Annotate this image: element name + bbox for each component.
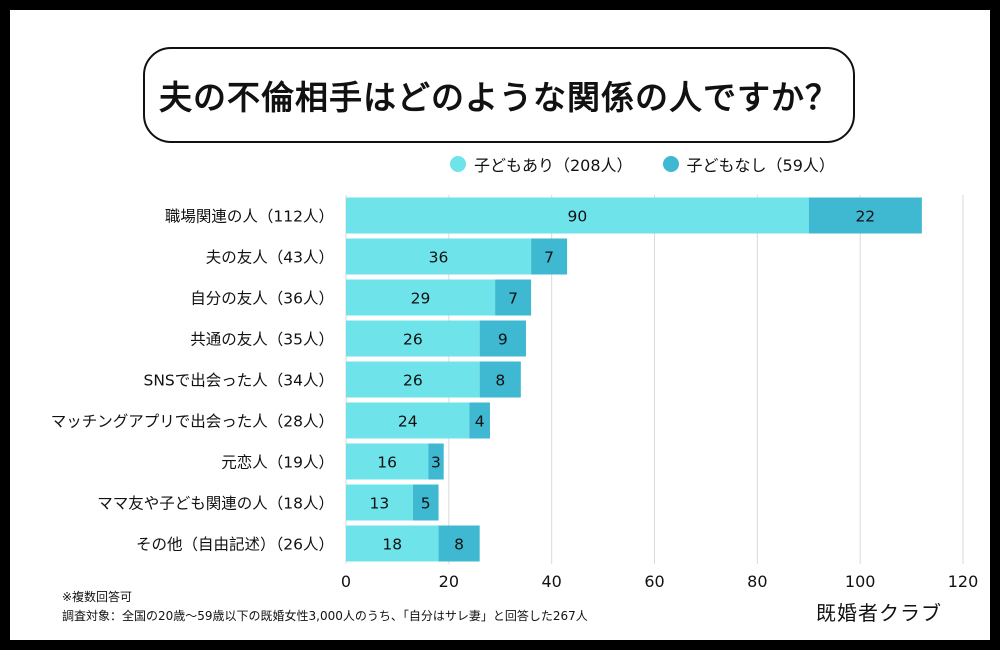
bar-segment (346, 402, 470, 439)
data-label: 3 (431, 454, 441, 472)
chart-title: 夫の不倫相手はどのような関係の人ですか？ (159, 78, 839, 117)
x-tick-label: 120 (948, 572, 979, 591)
bar-segment (495, 279, 532, 316)
legend-swatch-with-children (450, 156, 466, 172)
bar-segment (346, 525, 439, 562)
bar-segment (438, 525, 480, 562)
category-label: マッチングアプリで出会った人（28人） (51, 413, 334, 431)
category-label: 共通の友人（35人） (190, 331, 334, 349)
legend: 子どもあり（208人） 子どもなし（59人） (450, 152, 835, 176)
data-label: 7 (508, 290, 518, 308)
bar-segment (346, 279, 496, 316)
data-label: 7 (544, 249, 554, 267)
data-label: 5 (421, 495, 431, 513)
bar-segment (346, 361, 480, 398)
data-label: 8 (495, 372, 505, 390)
category-label: 自分の友人（36人） (190, 290, 334, 308)
data-label: 13 (370, 495, 390, 513)
bar-segment (346, 238, 532, 275)
data-label: 18 (382, 536, 402, 554)
data-label: 24 (398, 413, 418, 431)
bar-segment (346, 197, 809, 234)
data-label: 4 (475, 413, 485, 431)
category-label: 元恋人（19人） (221, 453, 334, 472)
bar-segment (346, 484, 413, 521)
note-multiple-answers: ※複数回答可 (62, 590, 133, 604)
legend-label-without-children: 子どもなし（59人） (686, 156, 835, 175)
note-survey-target: 調査対象：全国の20歳〜59歳以下の既婚女性3,000人のうち、「自分はサレ妻」… (62, 609, 588, 623)
data-label: 26 (403, 372, 423, 390)
bar-segment (479, 320, 526, 357)
bar-segment (531, 238, 568, 275)
data-label: 16 (377, 454, 397, 472)
legend-swatch-without-children (662, 156, 679, 172)
data-label: 29 (411, 290, 431, 308)
bar-segment (428, 443, 444, 480)
bar-segment (469, 402, 490, 439)
data-label: 90 (568, 208, 588, 226)
x-tick-label: 0 (341, 572, 351, 591)
data-label: 22 (855, 208, 875, 226)
bar-segment (479, 361, 521, 398)
data-label: 9 (498, 331, 508, 349)
category-label: ママ友や子ども関連の人（18人） (97, 495, 334, 513)
data-label: 8 (454, 536, 464, 554)
bar-segment (412, 484, 439, 521)
brand-name: 既婚者クラブ (816, 601, 942, 625)
legend-item-without-children: 子どもなし（59人） (662, 152, 835, 176)
data-label: 26 (403, 331, 423, 349)
title-box: 夫の不倫相手はどのような関係の人ですか？ (143, 47, 855, 143)
category-label: 夫の友人（43人） (206, 249, 334, 267)
x-tick-label: 80 (747, 572, 767, 591)
x-tick-label: 60 (644, 572, 664, 591)
category-label: SNSで出会った人（34人） (144, 372, 335, 390)
x-tick-label: 40 (541, 572, 561, 591)
bar-segment (346, 320, 480, 357)
bar-segment (808, 197, 922, 234)
bar-segment (346, 443, 429, 480)
bar-chart: 0 20 40 60 80 100 120 職場関連の人（112人） 90 22 夫の友人（43人）… (51, 195, 979, 591)
data-label: 36 (429, 249, 449, 267)
legend-item-with-children: 子どもあり（208人） (450, 152, 633, 176)
chart-card: 夫の不倫相手はどのような関係の人ですか？ 子どもあり（208人） 子どもなし（5… (10, 10, 990, 640)
x-tick-label: 100 (845, 572, 876, 591)
category-label: 職場関連の人（112人） (165, 208, 334, 226)
legend-label-with-children: 子どもあり（208人） (474, 156, 633, 175)
category-label: その他（自由記述）（26人） (136, 536, 334, 554)
x-tick-label: 20 (439, 572, 459, 591)
